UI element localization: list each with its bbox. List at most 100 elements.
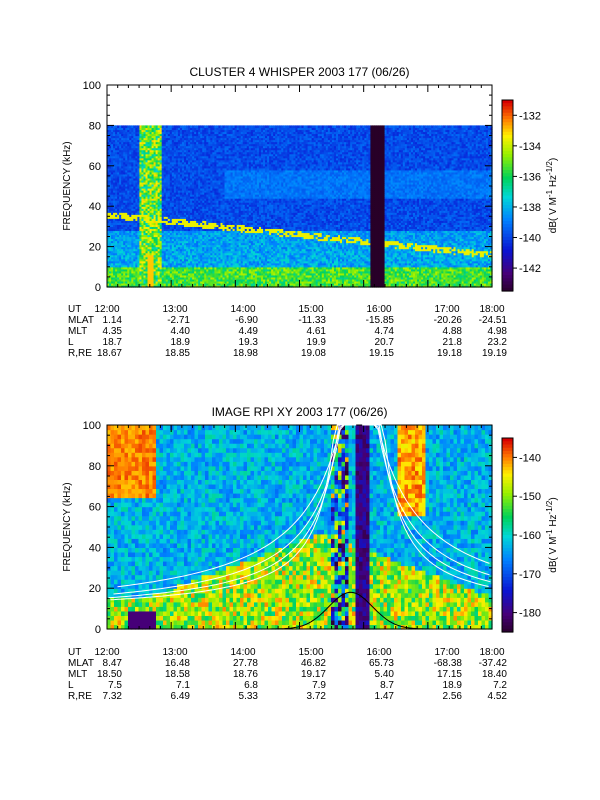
orbit-value: 19.3 bbox=[239, 337, 259, 348]
curve-left bbox=[108, 424, 348, 599]
orbit-value: 4.61 bbox=[307, 326, 327, 337]
y-axis: 0 20 40 60 80 100 bbox=[83, 80, 492, 294]
orbit-value: 1.14 bbox=[103, 315, 123, 326]
orbit-value: 5.33 bbox=[239, 691, 259, 702]
orbit-value: 19.08 bbox=[301, 348, 326, 359]
resonance-curves bbox=[108, 424, 491, 630]
y-tick-label: 60 bbox=[89, 502, 101, 514]
y-tick-label: 100 bbox=[83, 420, 101, 432]
colorbar-label-part: -1/2 bbox=[545, 500, 554, 514]
colorbar-label: dB( V M-1 Hz-1/2) bbox=[545, 158, 559, 233]
orbit-value: 7.32 bbox=[103, 691, 123, 702]
orbit-value: 46.82 bbox=[301, 658, 326, 669]
orbit-value: 18.85 bbox=[165, 348, 190, 359]
orbit-value: 19.18 bbox=[437, 348, 462, 359]
orbit-value: -6.90 bbox=[235, 315, 258, 326]
colorbar-tick-label: -142 bbox=[519, 263, 541, 275]
orbit-value: 1.47 bbox=[375, 691, 395, 702]
x-tick-label: 16:00 bbox=[366, 304, 391, 315]
y-tick-label: 40 bbox=[89, 201, 101, 213]
orbit-value: 7.2 bbox=[493, 680, 507, 691]
spectrogram-image bbox=[107, 425, 493, 630]
orbit-value: 6.8 bbox=[244, 680, 258, 691]
y-tick-label: 20 bbox=[89, 242, 101, 254]
orbit-table: UT 12:00 13:00 14:00 15:00 16:00 17:00 18:00 MLA… bbox=[68, 304, 507, 359]
colorbar-tick-label: -140 bbox=[519, 233, 541, 245]
x-tick-label: 17:00 bbox=[434, 304, 459, 315]
y-tick-label: 20 bbox=[89, 583, 101, 595]
orbit-value: -11.33 bbox=[298, 315, 326, 326]
orbit-value: 4.49 bbox=[239, 326, 259, 337]
y-axis-label: FREQUENCY (kHz) bbox=[62, 482, 73, 571]
orbit-row-label: MLAT bbox=[68, 315, 94, 326]
colorbar-label-part: dB( V M bbox=[548, 197, 559, 233]
orbit-value: 19.17 bbox=[301, 669, 326, 680]
curve-left bbox=[113, 424, 353, 595]
orbit-value: 8.47 bbox=[103, 658, 123, 669]
x-tick-label: 18:00 bbox=[479, 304, 504, 315]
orbit-value: 65.73 bbox=[369, 658, 394, 669]
orbit-value: -15.85 bbox=[366, 315, 395, 326]
colorbar: -132 -134 -136 -138 -140 -142 dB( V M-1 Hz-1/2… bbox=[501, 99, 559, 292]
x-tick-label: 17:00 bbox=[434, 647, 459, 658]
orbit-value: 20.7 bbox=[375, 337, 395, 348]
x-tick-label: 15:00 bbox=[298, 304, 323, 315]
x-tick-label: 12:00 bbox=[94, 304, 119, 315]
y-tick-label: 40 bbox=[89, 542, 101, 554]
x-tick-label: 18:00 bbox=[479, 647, 504, 658]
orbit-value: 18.58 bbox=[165, 669, 190, 680]
panel-title: IMAGE RPI XY 2003 177 (06/26) bbox=[212, 405, 388, 419]
colorbar-label: dB( V M-1 Hz-1/2) bbox=[545, 497, 559, 572]
orbit-value: 7.1 bbox=[176, 680, 190, 691]
orbit-value: 6.49 bbox=[171, 691, 191, 702]
colorbar-label-part: Hz bbox=[548, 175, 559, 190]
orbit-value: 2.56 bbox=[443, 691, 463, 702]
orbit-value: 19.9 bbox=[307, 337, 327, 348]
orbit-value: -24.51 bbox=[479, 315, 508, 326]
orbit-value: 4.88 bbox=[443, 326, 463, 337]
colorbar-tick-label: -140 bbox=[519, 452, 541, 464]
x-tick-label: 12:00 bbox=[94, 647, 119, 658]
orbit-value: 3.72 bbox=[307, 691, 327, 702]
orbit-value: -2.71 bbox=[167, 315, 190, 326]
y-tick-label: 80 bbox=[89, 461, 101, 473]
orbit-value: 16.48 bbox=[165, 658, 190, 669]
orbit-value: 4.98 bbox=[488, 326, 508, 337]
orbit-value: 18.9 bbox=[443, 680, 463, 691]
x-tick-label: 14:00 bbox=[230, 647, 255, 658]
x-axis bbox=[106, 85, 493, 287]
colorbar-label-part: -1/2 bbox=[545, 161, 554, 175]
orbit-value: 18.9 bbox=[171, 337, 191, 348]
x-tick-label: 14:00 bbox=[230, 304, 255, 315]
colorbar-tick-label: -134 bbox=[519, 141, 541, 153]
colorbar-tick-label: -136 bbox=[519, 171, 541, 183]
y-tick-label: 0 bbox=[95, 624, 101, 636]
orbit-value: 7.9 bbox=[312, 680, 326, 691]
panel-2: IMAGE RPI XY 2003 177 (06/26) 0 20 40 60 80 10… bbox=[62, 405, 559, 702]
colorbar-label-part: dB( V M bbox=[548, 537, 559, 573]
orbit-value: 18.7 bbox=[103, 337, 123, 348]
y-axis: 0 20 40 60 80 100 bbox=[83, 420, 492, 636]
orbit-value: -68.38 bbox=[434, 658, 463, 669]
curve-left bbox=[117, 424, 357, 588]
orbit-value: 27.78 bbox=[233, 658, 258, 669]
orbit-value: 18.98 bbox=[233, 348, 258, 359]
x-tick-label: 16:00 bbox=[366, 647, 391, 658]
x-tick-label: 13:00 bbox=[162, 304, 187, 315]
orbit-value: 4.40 bbox=[171, 326, 191, 337]
orbit-value: 7.5 bbox=[108, 680, 122, 691]
curve-right bbox=[362, 424, 490, 564]
orbit-value: 18.76 bbox=[233, 669, 258, 680]
orbit-row-label: MLT bbox=[68, 326, 87, 337]
orbit-value: 17.15 bbox=[437, 669, 462, 680]
orbit-row-label: UT bbox=[68, 647, 81, 658]
orbit-value: 4.74 bbox=[375, 326, 395, 337]
x-tick-label: 13:00 bbox=[162, 647, 187, 658]
colorbar-tick-label: -138 bbox=[519, 202, 541, 214]
orbit-value: 23.2 bbox=[488, 337, 508, 348]
colorbar-frame bbox=[501, 99, 514, 292]
gyro-curve bbox=[245, 591, 485, 630]
curve-right bbox=[371, 424, 491, 583]
orbit-row-label: MLT bbox=[68, 669, 87, 680]
